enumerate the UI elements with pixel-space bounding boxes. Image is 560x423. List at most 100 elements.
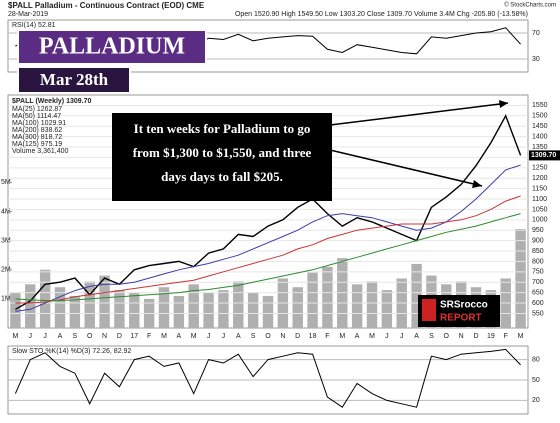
x-tick-label: F: [504, 333, 508, 340]
arrow-head: [499, 100, 508, 108]
annotation: days days to fall $205.: [161, 169, 283, 184]
x-tick-label: A: [414, 333, 419, 340]
x-tick-label: S: [251, 333, 256, 340]
x-tick-label: F: [325, 333, 329, 340]
x-tick-label: N: [102, 333, 107, 340]
arrow: [329, 149, 483, 187]
logo-text: SRSrocco: [440, 300, 488, 311]
volume-bar: [54, 287, 66, 328]
banner: PALLADIUM: [39, 34, 185, 60]
rsi-label: RSI(14) 52.81: [12, 22, 56, 29]
volume-bar: [188, 284, 199, 328]
y-tick-label: 1500: [532, 113, 548, 120]
x-tick-label: A: [236, 333, 241, 340]
x-tick-label: M: [161, 333, 167, 340]
volume-bar: [158, 287, 170, 328]
panel-label: $PALL (Weekly) 1309.70: [12, 98, 91, 105]
value-tag: [529, 150, 560, 161]
x-tick-label: J: [29, 333, 33, 340]
y-tick-label: 50: [532, 377, 540, 384]
y-tick-label: 1050: [532, 206, 548, 213]
volume-bar: [233, 281, 244, 328]
legend-entry: MA(200) 838.62: [12, 127, 62, 134]
legend-entry: MA(25) 1262.87: [12, 106, 62, 113]
y-tick-label: 20: [532, 397, 540, 404]
logo-icon: [422, 299, 436, 321]
volume-bar: [292, 287, 303, 328]
x-tick-label: A: [355, 333, 360, 340]
banner-date: Mar 28th: [40, 70, 109, 89]
y-tick-label: 650: [532, 289, 544, 296]
legend-entry: MA(125) 975.19: [12, 141, 62, 148]
volume-tick-label: 1M: [1, 296, 11, 303]
x-tick-label: J: [222, 333, 226, 340]
volume-tick-label: 3M: [1, 237, 11, 244]
x-tick-label: O: [87, 333, 93, 340]
volume-bar: [10, 293, 21, 328]
x-tick-label: N: [459, 333, 464, 340]
x-tick-label: D: [295, 333, 300, 340]
moving-average: [15, 195, 521, 304]
volume-bar: [307, 272, 318, 328]
y-tick-label: 1400: [532, 133, 548, 140]
volume-bar: [129, 293, 140, 328]
chart-title: $PALL Palladium - Continuous Contract (E…: [8, 1, 205, 10]
volume-bar: [25, 284, 36, 328]
moving-average: [15, 213, 521, 301]
x-tick-label: 18: [309, 333, 317, 340]
legend-entry: MA(100) 1029.91: [12, 120, 66, 127]
annotation: from $1,300 to $1,550, and three: [133, 145, 312, 160]
y-tick-label: 1350: [532, 144, 548, 151]
y-tick-label: 1150: [532, 185, 547, 192]
volume-bar: [515, 228, 526, 328]
x-tick-label: M: [518, 333, 524, 340]
y-tick-label: 800: [532, 258, 544, 265]
x-tick-label: 19: [487, 333, 495, 340]
moving-average: [15, 164, 521, 312]
annotation-box: [112, 113, 332, 201]
stoch-label: Slow STO %K(14) %D(3) 72.26, 82.92: [12, 348, 131, 355]
volume-bar: [381, 290, 393, 328]
volume-bar: [411, 263, 422, 328]
x-tick-label: J: [43, 333, 47, 340]
legend-entry: Volume 3,361,400: [12, 148, 69, 155]
volume-bar: [247, 293, 259, 328]
x-tick-label: S: [429, 333, 434, 340]
volume-bar: [322, 266, 333, 328]
volume-bar: [69, 295, 81, 328]
x-tick-label: N: [280, 333, 285, 340]
copyright: © StockCharts.com: [504, 2, 556, 9]
rsi-frame: [7, 19, 529, 73]
x-tick-label: M: [191, 333, 197, 340]
y-tick-label: 550: [532, 310, 544, 317]
volume-bar: [366, 281, 378, 328]
y-tick-label: 1200: [532, 175, 548, 182]
y-tick-label: 80: [532, 356, 540, 363]
y-tick-label: 1250: [532, 165, 548, 172]
volume-bar: [262, 295, 274, 328]
volume-bar: [203, 293, 214, 328]
x-tick-label: A: [177, 333, 182, 340]
banner-box: [17, 29, 207, 65]
volume-bar: [99, 275, 110, 328]
x-tick-label: D: [117, 333, 122, 340]
y-tick-label: 70: [532, 30, 540, 37]
x-tick-label: J: [207, 333, 211, 340]
x-tick-label: 17: [130, 333, 138, 340]
y-tick-label: 900: [532, 237, 544, 244]
stoch-line: [14, 348, 521, 408]
x-tick-label: O: [444, 333, 450, 340]
y-tick-label: 30: [532, 56, 540, 63]
y-tick-label: 1000: [532, 217, 548, 224]
volume-bar: [218, 290, 229, 328]
y-tick-label: 1550: [532, 102, 548, 109]
volume-bar: [351, 284, 363, 328]
volume-bar: [114, 290, 125, 328]
value-label: 1309.70: [531, 152, 556, 159]
quote: Open 1520.90 High 1549.50 Low 1303.20 Cl…: [235, 11, 528, 18]
arrow: [329, 102, 509, 126]
logo-text: REPORT: [440, 313, 482, 324]
volume-bar: [39, 269, 51, 328]
x-tick-label: A: [58, 333, 63, 340]
